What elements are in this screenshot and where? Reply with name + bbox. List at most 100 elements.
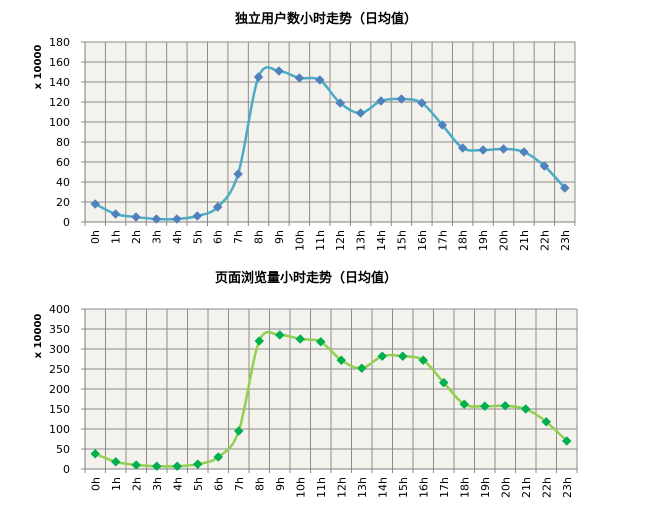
x-tick-label: 11h: [315, 477, 328, 498]
data-point: [314, 75, 325, 85]
x-tick-label: 13h: [356, 477, 369, 498]
x-tick-label: 17h: [438, 477, 451, 498]
data-point: [213, 452, 224, 462]
x-tick-label: 3h: [151, 477, 164, 491]
x-tick-label: 9h: [274, 477, 287, 491]
x-tick-label: 12h: [334, 230, 347, 251]
data-point: [90, 448, 101, 459]
y-tick-label: 100: [49, 116, 70, 129]
x-tick-label: 21h: [520, 477, 533, 498]
x-tick-label: 20h: [498, 230, 511, 251]
y-tick-label: 250: [49, 363, 70, 376]
data-point: [459, 399, 470, 410]
x-tick-label: 6h: [212, 230, 225, 244]
data-point: [397, 351, 408, 362]
data-point: [233, 169, 243, 179]
data-point: [541, 416, 552, 427]
x-tick-label: 7h: [232, 230, 245, 244]
data-point: [561, 436, 572, 446]
x-tick-label: 15h: [397, 477, 410, 498]
chart-unique-users: 独立用户数小时走势（日均值） x 10000 0 20 40 60 80 100 120 14…: [33, 11, 576, 251]
x-tick-label: 1h: [110, 230, 123, 244]
x-tick-label: 15h: [395, 230, 408, 251]
x-tick-label: 10h: [293, 230, 306, 251]
chart-title: 独立用户数小时走势（日均值）: [235, 11, 417, 27]
data-point: [192, 459, 203, 470]
data-point: [253, 72, 264, 82]
y-tick-label: 120: [49, 96, 70, 109]
y-tick-label: 180: [49, 36, 70, 49]
x-tick-label: 19h: [477, 230, 490, 251]
y-axis-label: x 10000: [33, 314, 44, 359]
x-tick-label: 3h: [150, 230, 163, 244]
y-tick-label: 100: [49, 423, 70, 436]
x-tick-label: 22h: [540, 477, 553, 498]
x-tick-label: 8h: [253, 477, 266, 491]
y-tick-label: 200: [49, 383, 70, 396]
data-point: [418, 355, 429, 366]
data-point: [377, 351, 388, 362]
data-point: [438, 377, 449, 388]
data-point: [376, 96, 386, 106]
x-tick-label: 1h: [110, 477, 123, 491]
x-tick-label: 17h: [436, 230, 449, 251]
data-point: [151, 214, 162, 224]
data-point: [172, 461, 183, 472]
x-tick-label: 4h: [171, 477, 184, 491]
data-point: [478, 145, 488, 155]
data-point: [233, 426, 244, 436]
data-point: [110, 456, 121, 467]
data-point: [539, 161, 550, 171]
y-tick-label: 400: [49, 303, 70, 316]
data-point: [417, 98, 427, 108]
x-tick-label: 14h: [376, 477, 389, 498]
data-point: [295, 334, 306, 344]
x-tick-label: 16h: [416, 230, 429, 251]
y-tick-label: 20: [56, 196, 70, 209]
x-tick-label: 10h: [294, 477, 307, 498]
chart-page-views: 页面浏览量小时走势（日均值） x 10000 0 50 100 150 200 250 30…: [33, 270, 578, 498]
data-point: [192, 211, 203, 221]
x-tick-label: 5h: [192, 477, 205, 491]
x-tick-label: 23h: [559, 230, 572, 251]
x-tick-label: 22h: [538, 230, 551, 251]
x-tick-label: 20h: [499, 477, 512, 498]
data-point: [335, 98, 346, 108]
data-point: [131, 212, 141, 222]
data-point: [559, 183, 570, 193]
y-tick-label: 0: [63, 216, 70, 229]
y-tick-label: 60: [56, 156, 70, 169]
y-tick-label: 350: [49, 323, 70, 336]
y-tick-label: 0: [63, 463, 70, 476]
y-tick-label: 50: [56, 443, 70, 456]
x-tick-label: 19h: [479, 477, 492, 498]
data-point: [274, 330, 285, 340]
data-point: [500, 400, 511, 411]
y-tick-label: 150: [49, 403, 70, 416]
data-point: [520, 404, 531, 414]
x-tick-label: 18h: [457, 230, 470, 251]
data-point: [396, 94, 407, 104]
x-tick-label: 21h: [518, 230, 531, 251]
x-tick-label: 16h: [417, 477, 430, 498]
x-tick-label: 14h: [375, 230, 388, 251]
x-tick-label: 13h: [355, 230, 368, 251]
data-point: [519, 147, 529, 157]
x-tick-label: 9h: [273, 230, 286, 244]
data-point: [131, 460, 142, 470]
x-tick-label: 8h: [253, 230, 266, 244]
x-tick-label: 2h: [130, 230, 143, 244]
x-tick-label: 11h: [314, 230, 327, 251]
data-point: [356, 363, 367, 374]
x-tick-label: 18h: [458, 477, 471, 498]
y-tick-label: 140: [49, 76, 70, 89]
data-point: [457, 143, 468, 153]
data-point: [172, 214, 182, 224]
data-point: [315, 336, 326, 347]
x-tick-label: 5h: [191, 230, 204, 244]
data-point: [151, 461, 162, 472]
y-tick-label: 40: [56, 176, 70, 189]
x-tick-label: 4h: [171, 230, 184, 244]
